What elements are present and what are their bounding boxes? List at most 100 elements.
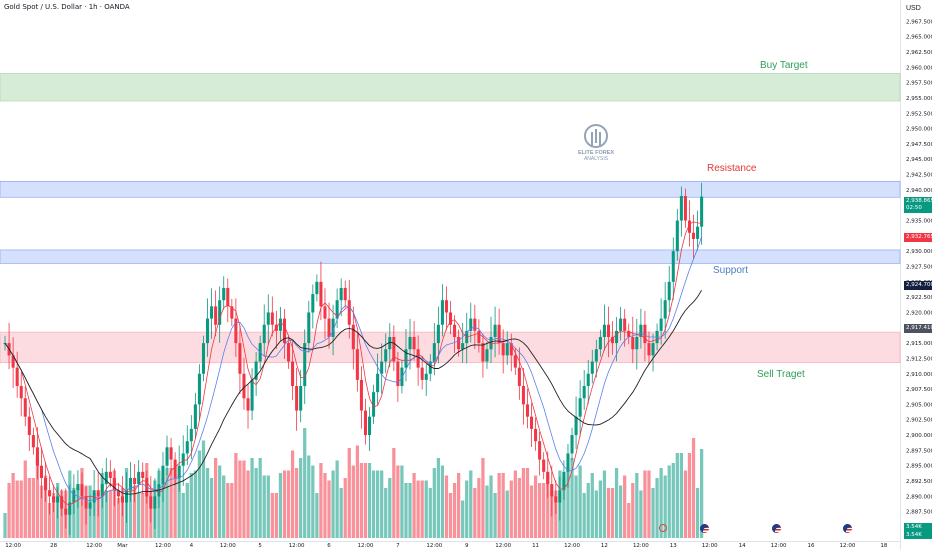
candle-body: [88, 502, 92, 509]
volume-bar: [303, 428, 307, 538]
price-tick-label: 2,967.500: [906, 19, 932, 25]
candle-body: [671, 251, 675, 282]
volume-bar: [3, 513, 7, 538]
volume-bar: [299, 458, 303, 538]
candle-body: [64, 508, 68, 515]
us-flag-icon[interactable]: [843, 524, 852, 533]
price-tick-label: 2,952.500: [906, 111, 932, 117]
candle-body: [262, 324, 266, 344]
volume-bar: [619, 485, 623, 538]
volume-bar: [586, 483, 590, 538]
volume-bar: [420, 480, 424, 538]
price-tick-label: 2,922.500: [906, 295, 932, 301]
candle-body: [376, 373, 380, 393]
candle-body: [469, 318, 473, 331]
candle-body: [39, 465, 43, 478]
candle-body: [193, 404, 197, 429]
volume-bar: [104, 490, 108, 538]
candle-body: [692, 232, 696, 239]
candle-body: [181, 453, 185, 466]
sell-target-label: Sell Traget: [757, 369, 805, 380]
candle-body: [11, 355, 15, 368]
price-tick-label: 2,910.000: [906, 372, 932, 378]
candle-body: [453, 324, 457, 337]
candle-body: [173, 459, 177, 478]
volume-bar: [270, 493, 274, 538]
candle-body: [542, 459, 546, 472]
candle-body: [343, 287, 347, 301]
candle-body: [509, 343, 513, 356]
time-tick-label: 14: [739, 543, 746, 549]
candle-body: [521, 386, 525, 405]
volume-bar: [489, 475, 493, 538]
volume-bar: [473, 488, 477, 538]
candle-body: [651, 343, 655, 356]
currency-label: USD: [906, 5, 921, 12]
volume-bar: [201, 440, 206, 538]
candle-body: [416, 349, 420, 368]
time-tick-label: 12:00: [702, 543, 718, 549]
volume-bar: [189, 473, 193, 538]
bar-countdown: 02:50: [906, 205, 922, 211]
volume-bar: [485, 485, 489, 538]
price-tick-label: 2,957.500: [906, 81, 932, 87]
volume-bar: [367, 463, 372, 538]
volume-bar: [440, 465, 445, 538]
volume-bar: [315, 493, 319, 538]
candle-body: [683, 196, 687, 221]
volume-bar: [76, 488, 80, 538]
candle-body: [335, 300, 339, 319]
candle-body: [663, 300, 667, 319]
candle-body: [501, 343, 505, 356]
candle-body: [534, 428, 538, 442]
candle-body: [380, 361, 384, 374]
clock-icon[interactable]: [659, 524, 667, 532]
candle-body: [48, 490, 52, 497]
volume-bar: [542, 483, 546, 538]
candle-body: [363, 410, 367, 436]
volume-bar: [683, 470, 688, 538]
candle-body: [278, 318, 282, 331]
candle-body: [562, 471, 566, 491]
candle-body: [436, 324, 440, 344]
candle-body: [574, 416, 578, 436]
candle-body: [420, 367, 424, 380]
price-tick-label: 2,920.000: [906, 310, 932, 316]
candle-body: [250, 379, 254, 411]
candle-body: [444, 300, 448, 313]
candle-body: [611, 336, 615, 344]
time-tick-label: 12:00: [633, 543, 649, 549]
symbol-title[interactable]: Gold Spot / U.S. Dollar · 1h · OANDA: [4, 3, 130, 11]
volume-bar: [363, 463, 368, 538]
time-tick-label: 12:00: [495, 543, 511, 549]
volume-bar: [695, 488, 700, 538]
candle-body: [270, 312, 274, 325]
volume-bar: [631, 483, 635, 538]
candle-body: [165, 447, 169, 466]
time-tick-label: 16: [807, 543, 814, 549]
volume-bar: [319, 463, 323, 538]
volume-bar: [457, 473, 461, 538]
volume-bar: [493, 493, 497, 538]
time-tick-label: 12:00: [358, 543, 374, 549]
volume-bar: [513, 470, 517, 538]
price-tick-label: 2,905.000: [906, 402, 932, 408]
volume-bar: [347, 448, 351, 538]
resistance-label: Resistance: [707, 163, 757, 174]
candle-body: [242, 373, 246, 399]
volume-bar: [659, 468, 663, 538]
volume-bar: [234, 453, 238, 538]
volume-bar: [47, 503, 52, 538]
candle-body: [546, 471, 550, 485]
volume-bar: [19, 480, 23, 538]
candle-body: [104, 471, 108, 485]
volume-badge: 3.54K: [904, 523, 932, 531]
volume-bar: [598, 480, 602, 538]
time-tick-label: 6: [327, 543, 331, 549]
volume-bar: [594, 490, 598, 538]
us-flag-icon[interactable]: [700, 524, 709, 533]
price-tick-label: 2,942.500: [906, 173, 932, 179]
us-flag-icon[interactable]: [772, 524, 781, 533]
price-tick-label: 2,912.500: [906, 356, 932, 362]
